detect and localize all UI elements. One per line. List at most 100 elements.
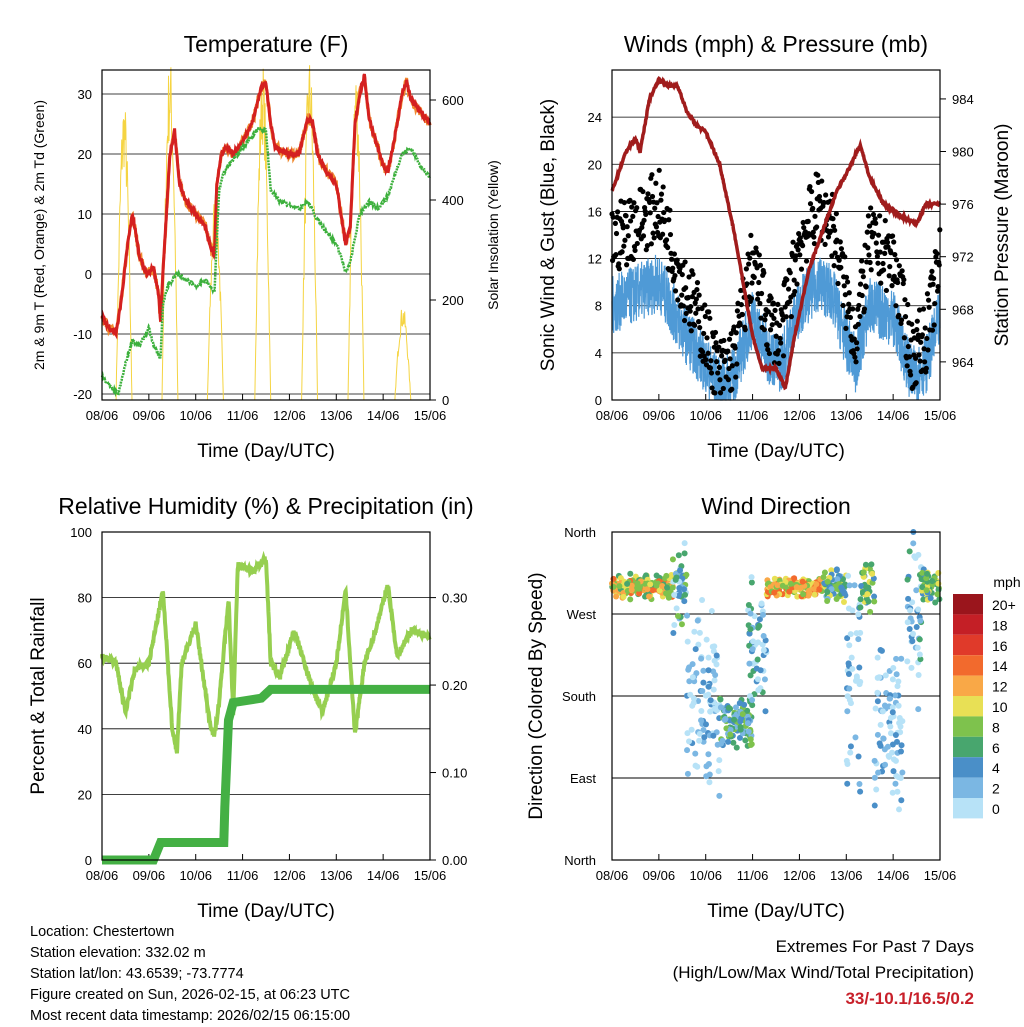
gust-point [874,253,880,259]
gust-point [699,305,705,312]
direction-point [794,593,801,600]
direction-point [821,569,828,576]
gust-point [675,297,681,303]
direction-point [898,742,905,749]
gust-point [688,303,694,310]
direction-point [671,591,678,598]
y-tick-label: 0 [85,267,92,282]
gust-point [629,204,635,210]
x-tick-label: 10/06 [689,868,722,883]
direction-point [710,668,717,675]
gust-point [716,344,722,350]
y2-tick-label: 984 [952,92,974,107]
gust-point [622,237,628,243]
gust-point [761,327,767,333]
gust-point [878,280,884,286]
direction-point [702,721,709,728]
gust-point [692,322,698,328]
y2-tick-label: 200 [442,293,464,308]
gust-point [803,258,810,264]
y2-tick-label: 600 [442,93,464,108]
direction-point [739,711,746,718]
x-tick-label: 10/06 [689,408,722,423]
gust-point [923,365,929,371]
gust-point [840,302,846,309]
direction-point [681,550,688,557]
location: Location: Chestertown [30,924,175,940]
direction-point [755,687,762,694]
gust-point [666,217,672,223]
gust-point [670,265,676,271]
legend-label: 6 [992,740,1000,756]
gust-point [616,261,622,267]
gust-point [634,205,640,211]
gust-point [870,211,877,218]
legend-swatch [953,655,983,676]
gust-point [766,350,773,357]
direction-point [811,591,818,598]
lat-lon: Station lat/lon: 43.6539; -73.7774 [30,966,244,982]
x-tick-label: 15/06 [924,868,957,883]
gust-point [738,301,744,308]
gust-point [631,200,637,206]
gust-point [889,283,895,289]
gust-point [856,302,862,309]
y-axis-label: Percent & Total Rainfall [28,597,49,794]
extremes-values: 33/-10.1/16.5/0.2 [845,989,974,1008]
y-tick-label: 20 [78,787,92,802]
gust-point [841,283,847,289]
gust-point [688,328,694,334]
y2-tick-label: 976 [952,197,974,212]
gust-point [671,251,678,257]
direction-point [806,590,813,597]
gust-point [934,251,940,257]
gust-point [713,359,720,365]
direction-point [717,696,724,703]
direction-point [757,667,764,674]
direction-point [684,638,691,645]
gust-point [892,252,898,258]
direction-point [858,582,865,589]
direction-point [746,630,753,637]
direction-point [710,686,717,693]
gust-point [662,217,668,223]
gust-point [667,231,674,238]
gust-point [647,199,653,205]
direction-point [849,607,856,614]
direction-point [878,647,885,654]
y-tick-label: 10 [78,207,92,222]
y-tick-label: 4 [595,346,602,361]
x-tick-label: 10/06 [179,408,212,423]
gust-point [772,307,778,313]
gust-point [716,364,722,370]
direction-point [871,598,878,605]
direction-point [627,596,634,603]
direction-point [673,574,680,581]
gust-point [697,353,703,359]
direction-point [730,739,737,746]
direction-point [886,753,893,760]
humidity-line [100,550,432,754]
gust-point [852,354,858,360]
gust-point [683,285,689,291]
y2-tick-label: 0.20 [442,678,467,693]
direction-point [846,696,853,703]
y-tick-label: -20 [73,387,92,402]
gust-point [880,267,887,273]
panel-rh [100,531,436,865]
gust-point [757,262,764,268]
x-tick-label: 08/06 [596,408,629,423]
direction-point [916,651,923,658]
direction-point [737,723,744,730]
gust-point [712,329,719,336]
gust-point [865,213,872,219]
gust-point [810,229,816,235]
gust-point [877,249,883,255]
x-tick-label: 11/06 [737,868,769,883]
direction-point [892,780,899,787]
direction-point [848,654,855,661]
gust-point [707,365,714,371]
direction-point [927,595,934,602]
y2-axis-label: Station Pressure (Maroon) [992,124,1013,347]
gust-point [660,231,666,237]
